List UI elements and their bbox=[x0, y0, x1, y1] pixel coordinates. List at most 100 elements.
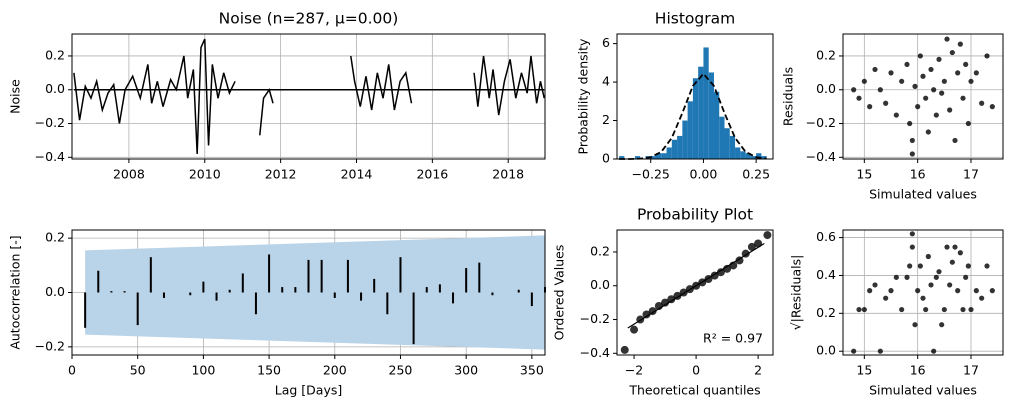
data-point bbox=[673, 291, 682, 300]
data-point bbox=[856, 95, 862, 101]
data-point bbox=[630, 325, 639, 334]
histogram-bar bbox=[682, 120, 688, 159]
histogram-bar bbox=[656, 153, 662, 159]
data-point bbox=[941, 306, 947, 313]
normal-curve bbox=[619, 72, 767, 160]
y-tick-label: −0.2 bbox=[35, 115, 65, 130]
data-point bbox=[931, 87, 937, 93]
data-point bbox=[912, 83, 918, 89]
data-point bbox=[923, 95, 929, 101]
data-point bbox=[960, 306, 966, 313]
x-tick-label: −2 bbox=[625, 363, 643, 378]
y-tick-label: −0.4 bbox=[806, 149, 836, 164]
histogram-bar bbox=[661, 153, 667, 159]
data-point bbox=[877, 348, 883, 354]
histogram-bar bbox=[677, 135, 683, 159]
data-point bbox=[716, 268, 725, 277]
y-tick-label: 0.0 bbox=[816, 81, 836, 96]
x-tick-label: 2016 bbox=[416, 167, 448, 182]
x-tick-label: 300 bbox=[454, 363, 478, 378]
data-point bbox=[933, 274, 939, 280]
data-point bbox=[957, 250, 963, 256]
data-point bbox=[936, 56, 942, 62]
data-point bbox=[856, 306, 862, 313]
y-tick-label: −0.2 bbox=[806, 115, 836, 130]
histogram-bar bbox=[698, 66, 704, 159]
axes-frame bbox=[842, 229, 1004, 356]
data-point bbox=[965, 120, 971, 127]
x-tick-label: 150 bbox=[257, 363, 281, 378]
data-point bbox=[965, 263, 971, 269]
data-point bbox=[968, 306, 974, 313]
x-axis-label: Theoretical quantiles bbox=[628, 383, 760, 398]
data-point bbox=[968, 78, 974, 84]
data-point bbox=[851, 87, 857, 93]
y-tick-label: 0.2 bbox=[816, 305, 836, 320]
y-tick-label: 0.2 bbox=[45, 230, 65, 245]
axes-frame bbox=[616, 229, 774, 356]
data-point bbox=[763, 231, 772, 240]
data-point bbox=[952, 244, 958, 250]
data-point bbox=[984, 53, 990, 59]
x-tick-label: 17 bbox=[963, 167, 979, 182]
x-tick-label: 15 bbox=[856, 363, 872, 378]
x-tick-label: 2014 bbox=[341, 167, 373, 182]
x-tick-label: 16 bbox=[910, 167, 926, 182]
histogram-bar bbox=[756, 153, 762, 159]
histogram-bar bbox=[687, 101, 693, 159]
data-point bbox=[947, 282, 953, 288]
data-point bbox=[867, 104, 873, 110]
data-point bbox=[957, 41, 963, 47]
data-point bbox=[949, 259, 955, 265]
y-tick-label: 0.2 bbox=[45, 47, 65, 62]
x-tick-label: 16 bbox=[910, 363, 926, 378]
data-point bbox=[899, 306, 905, 313]
data-point bbox=[909, 151, 915, 157]
histogram-bar bbox=[750, 156, 757, 159]
data-point bbox=[747, 242, 756, 251]
data-point bbox=[928, 282, 934, 288]
data-point bbox=[989, 104, 995, 110]
data-point bbox=[754, 239, 763, 248]
axes-frame bbox=[71, 229, 546, 356]
histogram-bar bbox=[761, 156, 767, 159]
y-tick-label: 0.2 bbox=[590, 243, 610, 258]
data-point bbox=[642, 310, 651, 319]
data-point bbox=[909, 137, 915, 144]
y-tick-label: 0.0 bbox=[590, 277, 610, 292]
data-point bbox=[893, 112, 899, 118]
histogram-bar bbox=[745, 153, 751, 159]
histogram-bar bbox=[671, 139, 678, 159]
x-tick-label: 200 bbox=[323, 363, 347, 378]
data-point bbox=[931, 348, 937, 354]
x-axis-label: Simulated values bbox=[869, 383, 977, 398]
x-tick-label: 2018 bbox=[492, 167, 524, 182]
data-point bbox=[944, 36, 950, 42]
y-tick-label: 4 bbox=[602, 74, 610, 89]
x-tick-label: 0 bbox=[68, 363, 76, 378]
data-point bbox=[955, 70, 961, 76]
y-tick-label: 6 bbox=[602, 35, 610, 50]
histogram-bar bbox=[724, 128, 730, 159]
noise-line bbox=[73, 38, 545, 154]
y-axis-label: √|Residuals| bbox=[789, 255, 804, 331]
data-point bbox=[973, 70, 979, 76]
y-axis-label: Ordered Values bbox=[552, 245, 567, 341]
y-tick-label: −0.2 bbox=[580, 311, 610, 326]
x-tick-label: 350 bbox=[520, 363, 544, 378]
data-point bbox=[861, 78, 867, 84]
data-point bbox=[636, 315, 645, 324]
histogram-bar bbox=[703, 47, 709, 159]
histogram-bar bbox=[708, 72, 714, 159]
data-point bbox=[979, 295, 985, 301]
data-point bbox=[909, 231, 915, 237]
data-point bbox=[904, 61, 910, 68]
data-point bbox=[741, 249, 750, 258]
axes-frame bbox=[616, 33, 774, 160]
axes-frame bbox=[842, 33, 1004, 160]
x-axis-label: Simulated values bbox=[869, 187, 977, 202]
data-point bbox=[947, 107, 953, 113]
data-point bbox=[920, 73, 926, 79]
data-point bbox=[963, 274, 969, 280]
